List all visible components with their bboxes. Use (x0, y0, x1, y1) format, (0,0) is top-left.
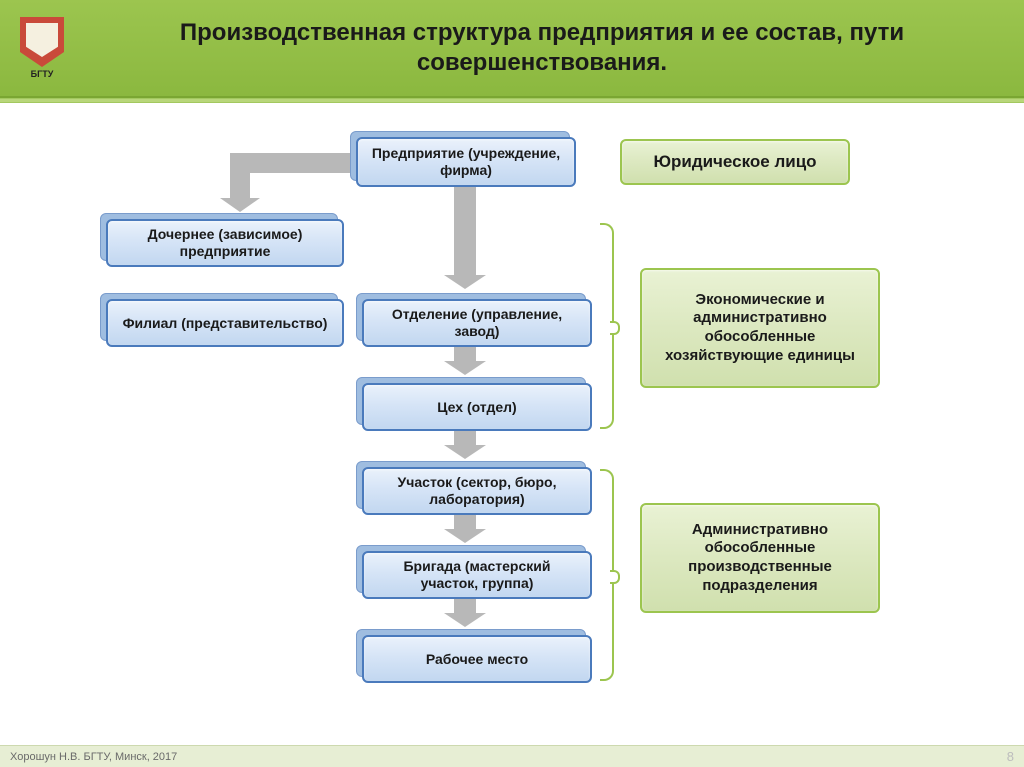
arrow-down-icon (454, 347, 476, 361)
node-workshop: Цех (отдел) (362, 383, 592, 431)
arrow-down-icon (454, 599, 476, 613)
logo-label: БГТУ (31, 69, 54, 79)
attribution: Хорошун Н.В. БГТУ, Минск, 2017 (10, 751, 177, 763)
slide-header: БГТУ Производственная структура предприя… (0, 0, 1024, 98)
arrow-down-icon (454, 515, 476, 529)
group-upper: Экономические и административно обособле… (640, 268, 880, 388)
diagram-canvas: Предприятие (учреждение, фирма) Юридичес… (0, 103, 1024, 723)
brace-upper (600, 223, 614, 429)
node-brigade: Бригада (мастерский участок, группа) (362, 551, 592, 599)
slide-title: Производственная структура предприятия и… (72, 18, 1012, 78)
arrow-elbow-v (230, 153, 250, 201)
node-enterprise: Предприятие (учреждение, фирма) (356, 137, 576, 187)
page-number: 8 (1007, 749, 1014, 764)
group-lower: Административно обособленные производств… (640, 503, 880, 613)
node-section: Участок (сектор, бюро, лаборатория) (362, 467, 592, 515)
logo-shield-icon (20, 17, 64, 67)
arrow-down-icon (454, 431, 476, 445)
node-branch: Филиал (представительство) (106, 299, 344, 347)
node-legal-entity: Юридическое лицо (620, 139, 850, 185)
node-subsidiary: Дочернее (зависимое) предприятие (106, 219, 344, 267)
logo-block: БГТУ (12, 17, 72, 79)
node-workplace: Рабочее место (362, 635, 592, 683)
arrow-down-icon (454, 187, 476, 275)
arrow-elbow-head (220, 198, 260, 212)
brace-lower (600, 469, 614, 681)
slide-footer: Хорошун Н.В. БГТУ, Минск, 2017 8 (0, 745, 1024, 767)
node-department: Отделение (управление, завод) (362, 299, 592, 347)
